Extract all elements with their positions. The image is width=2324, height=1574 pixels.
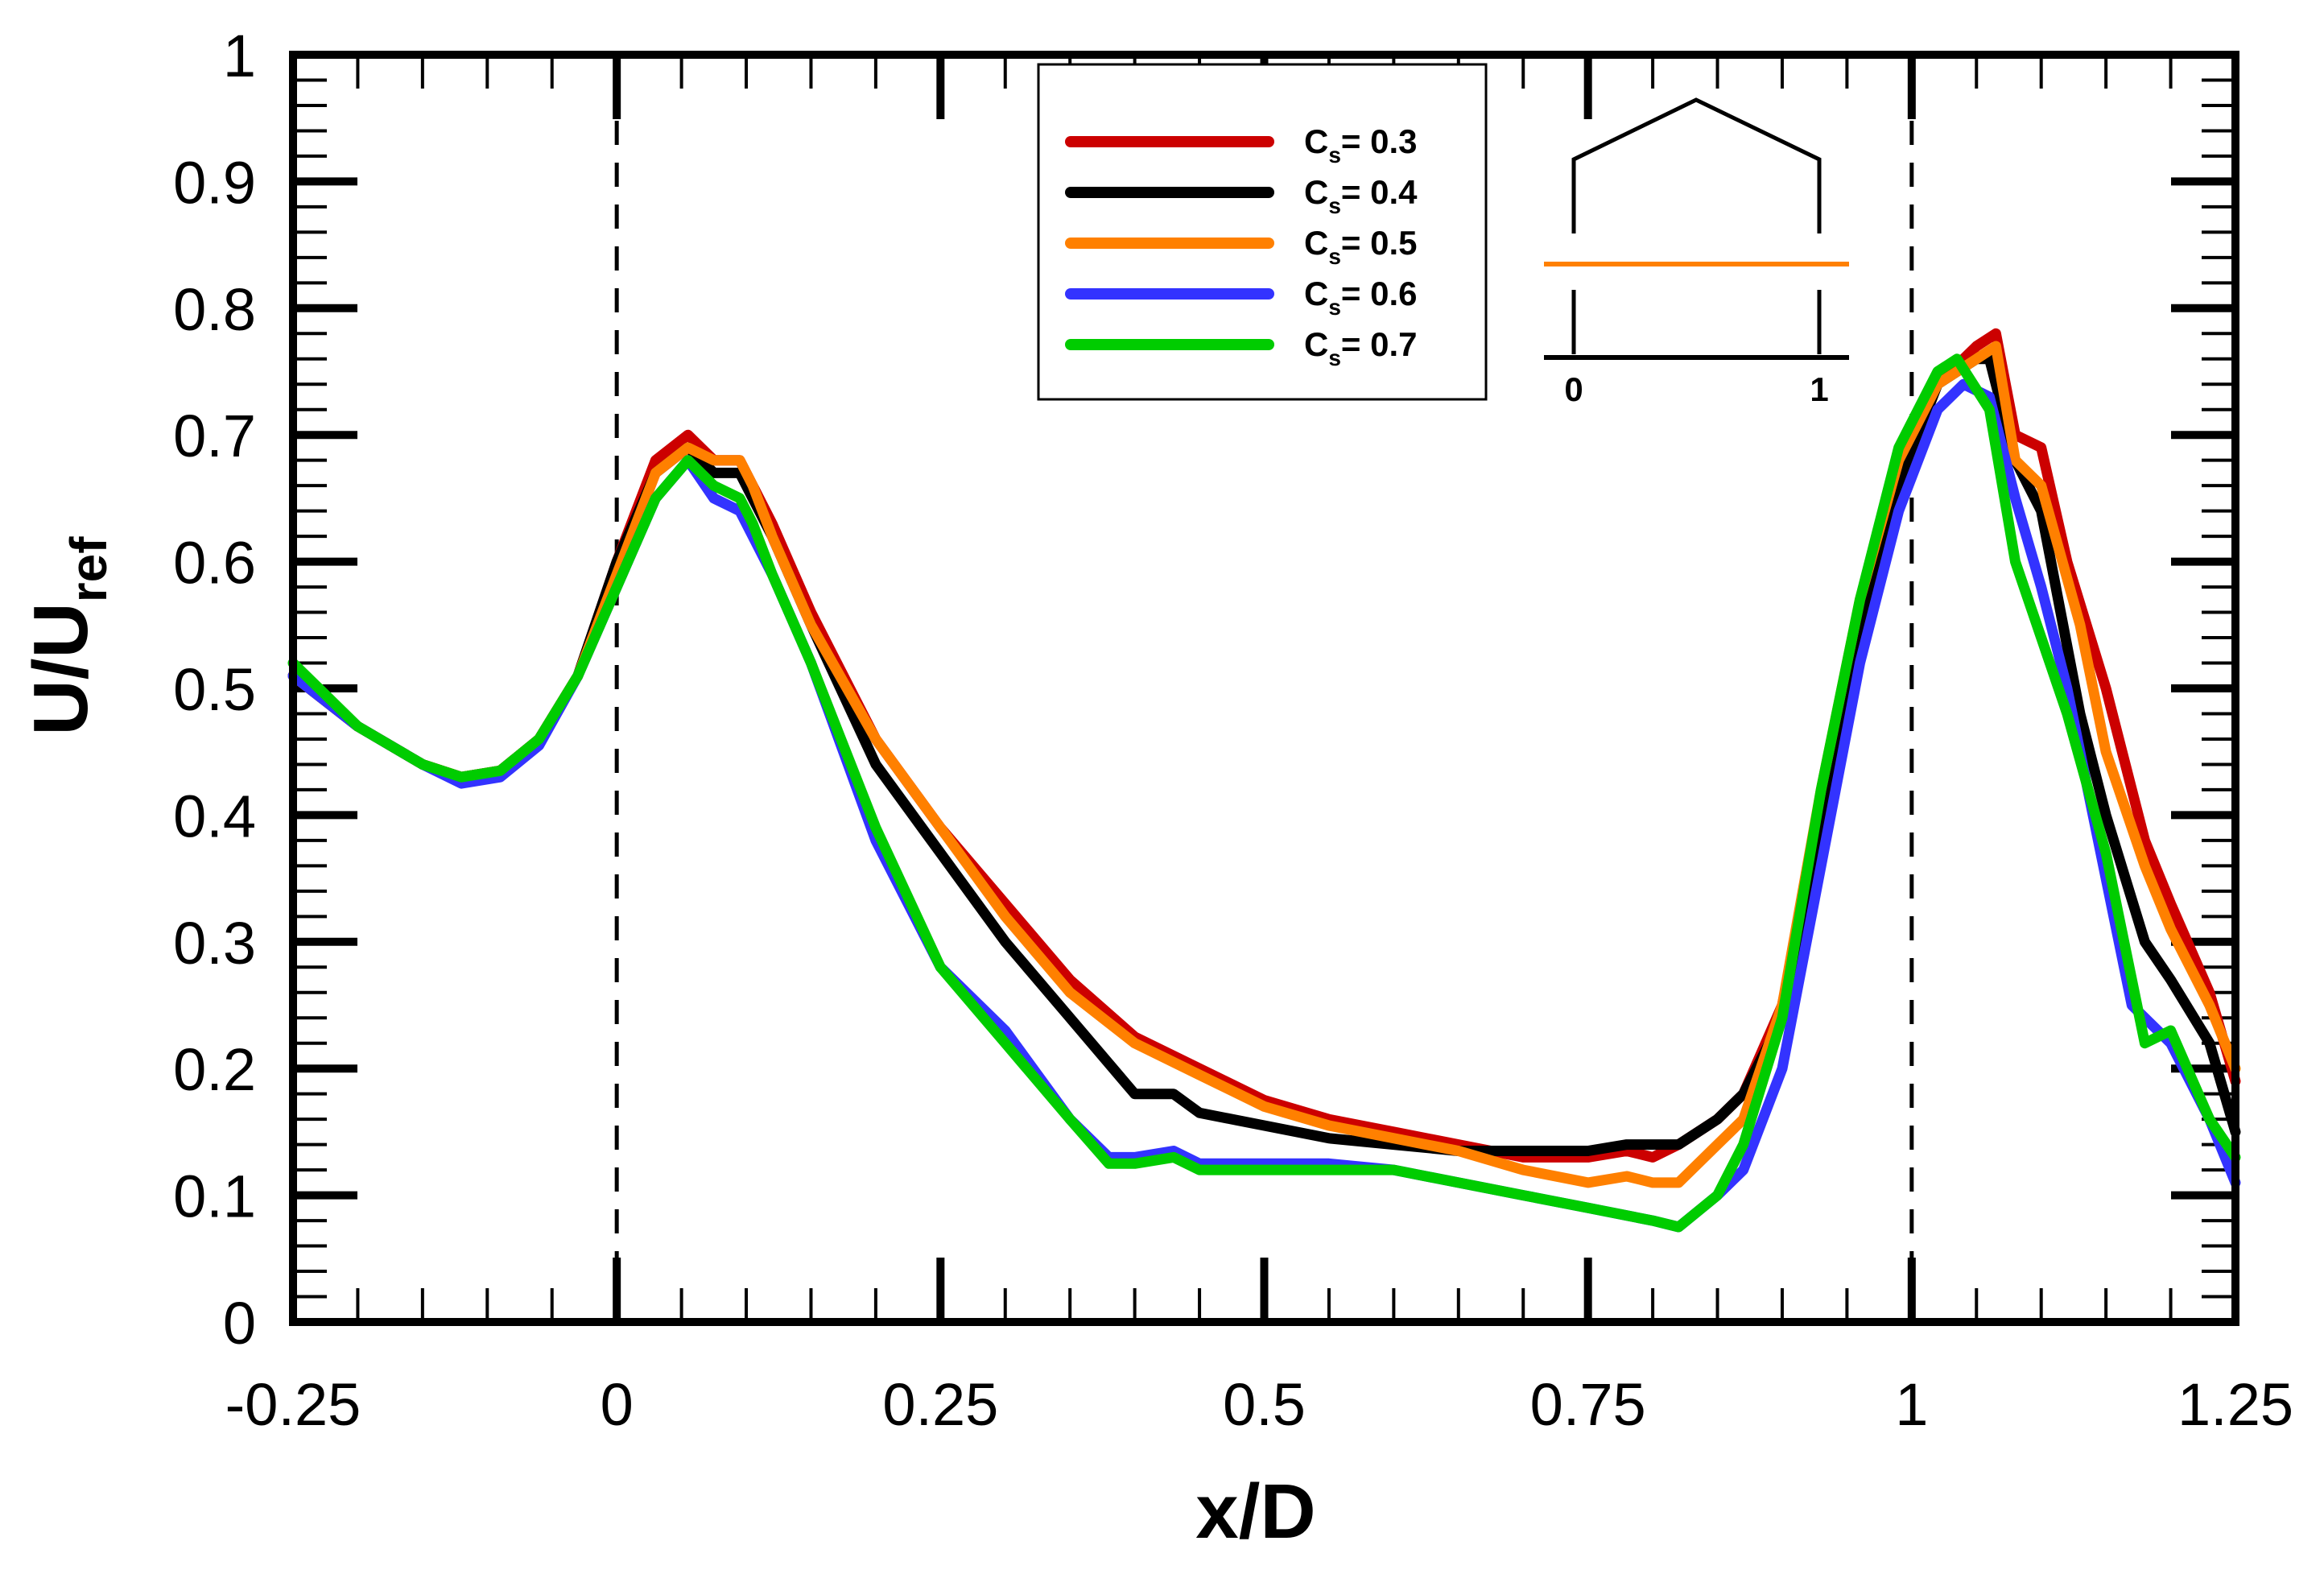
legend-label-1: Cs= 0.4 — [1304, 173, 1418, 218]
y-tick-label: 0 — [223, 1290, 256, 1357]
legend-value: = 0.3 — [1341, 122, 1418, 160]
y-tick-label: 0.6 — [173, 530, 256, 597]
legend-label-4: Cs= 0.7 — [1304, 325, 1418, 370]
y-tick-label: 0.7 — [173, 403, 256, 469]
data-series — [287, 328, 2241, 1233]
svg-text:U/Uref: U/Uref — [18, 536, 118, 736]
legend-value: = 0.7 — [1341, 325, 1418, 363]
y-tick-label: 0.3 — [173, 910, 256, 977]
legend-label-2: Cs= 0.5 — [1304, 224, 1418, 269]
x-tick-label: 0.25 — [882, 1371, 998, 1438]
y-axis-label: U/Uref — [18, 536, 118, 736]
legend-subscript: s — [1328, 193, 1341, 218]
y-tick-label: 1 — [223, 23, 256, 89]
legend-symbol: C — [1304, 122, 1328, 160]
legend-label-3: Cs= 0.6 — [1304, 275, 1418, 320]
x-tick-label: 0.5 — [1223, 1371, 1306, 1438]
plot-frame — [289, 51, 2239, 1326]
x-tick-label: 1 — [1895, 1371, 1928, 1438]
x-tick-label: 1.25 — [2177, 1371, 2293, 1438]
legend-symbol: C — [1304, 224, 1328, 262]
series-line-2 — [287, 341, 2241, 1188]
legend-symbol: C — [1304, 173, 1328, 211]
legend-subscript: s — [1328, 143, 1341, 167]
inset-building-outline — [1571, 97, 1822, 233]
legend-entries: Cs= 0.3Cs= 0.4Cs= 0.5Cs= 0.6Cs= 0.7 — [1065, 122, 1418, 370]
series-line-4 — [287, 353, 2241, 1233]
tick-labels: -0.25 0 0.25 0.5 0.75 1 1.25 0 0.1 0.2 0.3 0.4 0.5 0.… — [173, 23, 2293, 1438]
x-tick-label: 0.75 — [1530, 1371, 1646, 1438]
legend-subscript: s — [1328, 295, 1341, 320]
legend-subscript: s — [1328, 244, 1341, 269]
legend-value: = 0.6 — [1341, 275, 1418, 312]
legend-symbol: C — [1304, 275, 1328, 312]
y-tick-label: 0.4 — [173, 783, 256, 849]
y-tick-label: 0.1 — [173, 1163, 256, 1230]
y-tick-label: 0.8 — [173, 276, 256, 343]
series-line-1 — [287, 353, 2241, 1156]
legend-label-0: Cs= 0.3 — [1304, 122, 1418, 167]
x-tick-label: 0 — [601, 1371, 634, 1438]
inset-tick-label-0: 0 — [1564, 370, 1583, 408]
legend-value: = 0.4 — [1341, 173, 1418, 211]
legend-symbol: C — [1304, 325, 1328, 363]
y-axis-label-sub: ref — [60, 536, 118, 603]
inset-tick-label-1: 1 — [1810, 370, 1828, 408]
series-line-0 — [287, 328, 2241, 1163]
y-axis-label-main: U/U — [18, 602, 104, 735]
geometry-inset: 0 1 — [1544, 97, 1849, 408]
y-tick-label: 0.2 — [173, 1036, 256, 1103]
y-tick-label: 0.9 — [173, 149, 256, 216]
y-tick-label: 0.5 — [173, 656, 256, 723]
legend: Cs= 0.3Cs= 0.4Cs= 0.5Cs= 0.6Cs= 0.7 0 1 — [1037, 63, 1849, 408]
legend-subscript: s — [1328, 345, 1341, 370]
legend-value: = 0.5 — [1341, 224, 1418, 262]
x-axis-label: x/D — [1195, 1469, 1315, 1555]
x-tick-label: -0.25 — [225, 1371, 361, 1438]
